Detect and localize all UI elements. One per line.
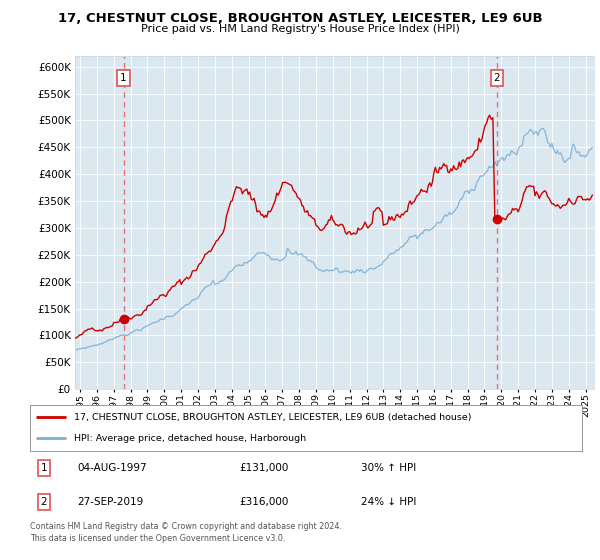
Text: 2: 2 — [40, 497, 47, 507]
Text: 17, CHESTNUT CLOSE, BROUGHTON ASTLEY, LEICESTER, LE9 6UB (detached house): 17, CHESTNUT CLOSE, BROUGHTON ASTLEY, LE… — [74, 413, 472, 422]
Text: 2: 2 — [493, 73, 500, 83]
Text: Contains HM Land Registry data © Crown copyright and database right 2024.
This d: Contains HM Land Registry data © Crown c… — [30, 522, 342, 543]
Text: HPI: Average price, detached house, Harborough: HPI: Average price, detached house, Harb… — [74, 434, 306, 443]
Text: Price paid vs. HM Land Registry's House Price Index (HPI): Price paid vs. HM Land Registry's House … — [140, 24, 460, 34]
Text: £131,000: £131,000 — [240, 463, 289, 473]
Text: £316,000: £316,000 — [240, 497, 289, 507]
Text: 1: 1 — [120, 73, 127, 83]
Text: 24% ↓ HPI: 24% ↓ HPI — [361, 497, 416, 507]
Text: 04-AUG-1997: 04-AUG-1997 — [77, 463, 146, 473]
Text: 30% ↑ HPI: 30% ↑ HPI — [361, 463, 416, 473]
Text: 1: 1 — [40, 463, 47, 473]
Text: 17, CHESTNUT CLOSE, BROUGHTON ASTLEY, LEICESTER, LE9 6UB: 17, CHESTNUT CLOSE, BROUGHTON ASTLEY, LE… — [58, 12, 542, 25]
Text: 27-SEP-2019: 27-SEP-2019 — [77, 497, 143, 507]
